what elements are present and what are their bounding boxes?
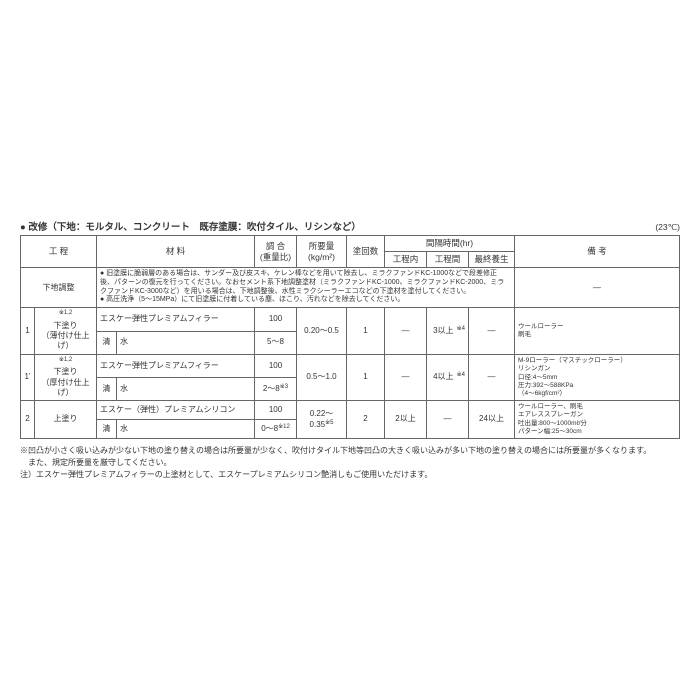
row2-ratio1: 100: [255, 401, 297, 420]
th-amount: 所要量(kg/m²): [297, 236, 347, 268]
row1p-ratio1: 100: [255, 354, 297, 377]
process-prep: 下地調整: [21, 268, 97, 308]
row1p-mat2: 水: [117, 378, 255, 401]
row1-coats: 1: [347, 308, 385, 355]
row1-mat1: エスケー弾性プレミアムフィラー: [97, 308, 255, 331]
temperature-label: (23℃): [655, 222, 680, 233]
th-ratio: 調 合(重量比): [255, 236, 297, 268]
row2-between: —: [427, 401, 469, 439]
row1-ratio2: 5〜8: [255, 331, 297, 354]
row1-mat2-label: 清: [97, 331, 117, 354]
th-within: 工程内: [385, 252, 427, 268]
footnote-star: ※凹凸が小さく吸い込みが少ない下地の塗り替えの場合は所要量が少なく、吹付けタイル…: [20, 445, 680, 469]
row2-remark: ウールローラー、刷毛エアレススプレーガン吐出量:800〜1000mℓ/分パターン…: [515, 401, 680, 439]
prep-remark: —: [515, 268, 680, 308]
spec-table: 工 程 材 料 調 合(重量比) 所要量(kg/m²) 塗回数 間隔時間(hr)…: [20, 235, 680, 439]
table-title: ● 改修（下地：モルタル、コンクリート 既存塗膜：吹付タイル、リシンなど）: [20, 219, 361, 233]
row1p-process: ※1,2下塗り（厚付け仕上げ）: [35, 354, 97, 401]
row2-ratio2: 0〜8※12: [255, 420, 297, 439]
row2-coats: 2: [347, 401, 385, 439]
row2-mat1: エスケー（弾性）プレミアムシリコン: [97, 401, 255, 420]
row1p-num: 1': [21, 354, 35, 401]
th-coats: 塗回数: [347, 236, 385, 268]
row2-mat2-label: 清: [97, 420, 117, 439]
row1-amt: 0.20〜0.5: [297, 308, 347, 355]
row1-process: ※1,2下塗り（薄付け仕上げ）: [35, 308, 97, 355]
th-remark: 備 考: [515, 236, 680, 268]
th-material: 材 料: [97, 236, 255, 268]
row1-between: ※43以上: [427, 308, 469, 355]
th-interval: 間隔時間(hr): [385, 236, 515, 252]
th-process: 工 程: [21, 236, 97, 268]
row2-amt: 0.22〜0.35※5: [297, 401, 347, 439]
row1-remark: ウールローラー刷毛: [515, 308, 680, 355]
row1p-mat2-label: 清: [97, 378, 117, 401]
row1p-final: —: [469, 354, 515, 401]
row1p-remark: M-9ローラー（マスチックローラー）リシンガン口径:4〜5mm圧力:392〜58…: [515, 354, 680, 401]
row1-mat2: 水: [117, 331, 255, 354]
row1-within: —: [385, 308, 427, 355]
th-final: 最終養生: [469, 252, 515, 268]
th-between: 工程間: [427, 252, 469, 268]
row2-within: 2以上: [385, 401, 427, 439]
row2-process: 上塗り: [35, 401, 97, 439]
row1p-mat1: エスケー弾性プレミアムフィラー: [97, 354, 255, 377]
row1p-within: —: [385, 354, 427, 401]
row1p-amt: 0.5〜1.0: [297, 354, 347, 401]
row1-final: —: [469, 308, 515, 355]
row1p-coats: 1: [347, 354, 385, 401]
footnotes: ※凹凸が小さく吸い込みが少ない下地の塗り替えの場合は所要量が少なく、吹付けタイル…: [20, 445, 680, 481]
row1-num: 1: [21, 308, 35, 355]
row2-final: 24以上: [469, 401, 515, 439]
footnote-note: 注）エスケー弾性プレミアムフィラーの上塗材として、エスケープレミアムシリコン艶消…: [20, 469, 680, 481]
row2-num: 2: [21, 401, 35, 439]
row1-ratio1: 100: [255, 308, 297, 331]
row1p-ratio2: 2〜8※3: [255, 378, 297, 401]
prep-note: ● 旧塗膜に脆弱層のある場合は、サンダー及び皮スキ、ケレン棒などを用いて除去し、…: [97, 268, 515, 308]
row1p-between: ※44以上: [427, 354, 469, 401]
row2-mat2: 水: [117, 420, 255, 439]
